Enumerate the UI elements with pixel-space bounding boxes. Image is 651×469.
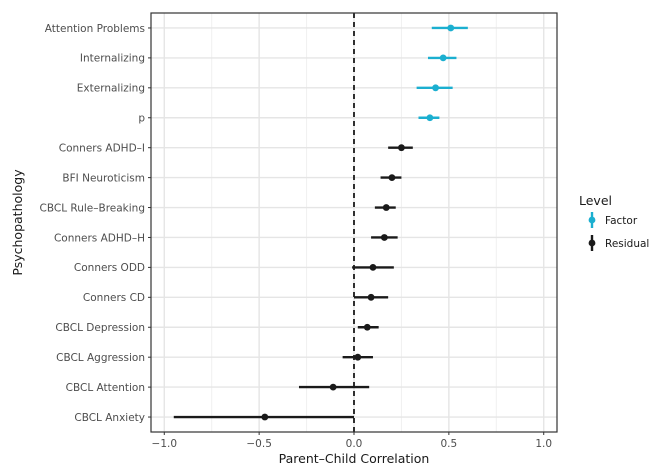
- y-tick-label: CBCL Anxiety: [74, 412, 145, 424]
- legend-key-point: [588, 239, 596, 247]
- y-tick-label: CBCL Rule–Breaking: [40, 202, 145, 214]
- x-tick-label: 1.0: [535, 438, 552, 450]
- point-estimate: [367, 293, 375, 301]
- y-tick-label: CBCL Attention: [66, 382, 145, 394]
- x-tick-label: 0.5: [441, 438, 458, 450]
- x-axis-ticks: −1.0 −0.5 0.0 0.5 1.0: [152, 432, 552, 450]
- legend: Level Factor Residual: [579, 193, 649, 251]
- y-tick-label: Conners ADHD–I: [59, 142, 145, 154]
- y-tick-label: Internalizing: [80, 53, 145, 65]
- legend-label: Residual: [605, 238, 649, 250]
- y-tick-label: Conners ODD: [74, 262, 145, 274]
- point-estimate: [329, 383, 337, 391]
- point-estimate: [261, 413, 269, 421]
- x-tick-label: −0.5: [246, 438, 272, 450]
- legend-items: Factor Residual: [588, 212, 649, 251]
- point-estimate: [439, 54, 447, 62]
- marks-layer: [173, 24, 468, 421]
- y-tick-label: Conners ADHD–H: [54, 232, 145, 244]
- point-estimate: [369, 263, 377, 271]
- legend-key-point: [588, 216, 596, 224]
- x-tick-label: −1.0: [152, 438, 178, 450]
- y-tick-label: BFI Neuroticism: [62, 172, 145, 184]
- y-tick-label: CBCL Aggression: [56, 352, 145, 364]
- legend-label: Factor: [605, 215, 638, 227]
- y-tick-label: p: [138, 113, 145, 125]
- point-estimate: [398, 144, 405, 152]
- point-estimate: [382, 204, 390, 211]
- y-tick-label: CBCL Depression: [55, 322, 145, 334]
- legend-title: Level: [579, 193, 612, 208]
- point-estimate: [447, 24, 455, 32]
- x-tick-label: 0.0: [346, 438, 363, 450]
- y-tick-label: Conners CD: [83, 292, 145, 304]
- point-estimate: [426, 114, 434, 122]
- point-estimate: [432, 84, 439, 92]
- y-tick-label: Externalizing: [77, 83, 145, 95]
- x-axis-title: Parent–Child Correlation: [279, 451, 430, 466]
- y-axis-ticks: Attention Problems Internalizing Externali…: [40, 23, 151, 424]
- point-estimate: [380, 234, 388, 241]
- y-tick-label: Attention Problems: [45, 23, 145, 35]
- point-estimate: [363, 323, 371, 331]
- y-axis-title: Psychopathology: [10, 169, 25, 276]
- point-estimate: [388, 174, 396, 182]
- point-estimate: [354, 353, 362, 361]
